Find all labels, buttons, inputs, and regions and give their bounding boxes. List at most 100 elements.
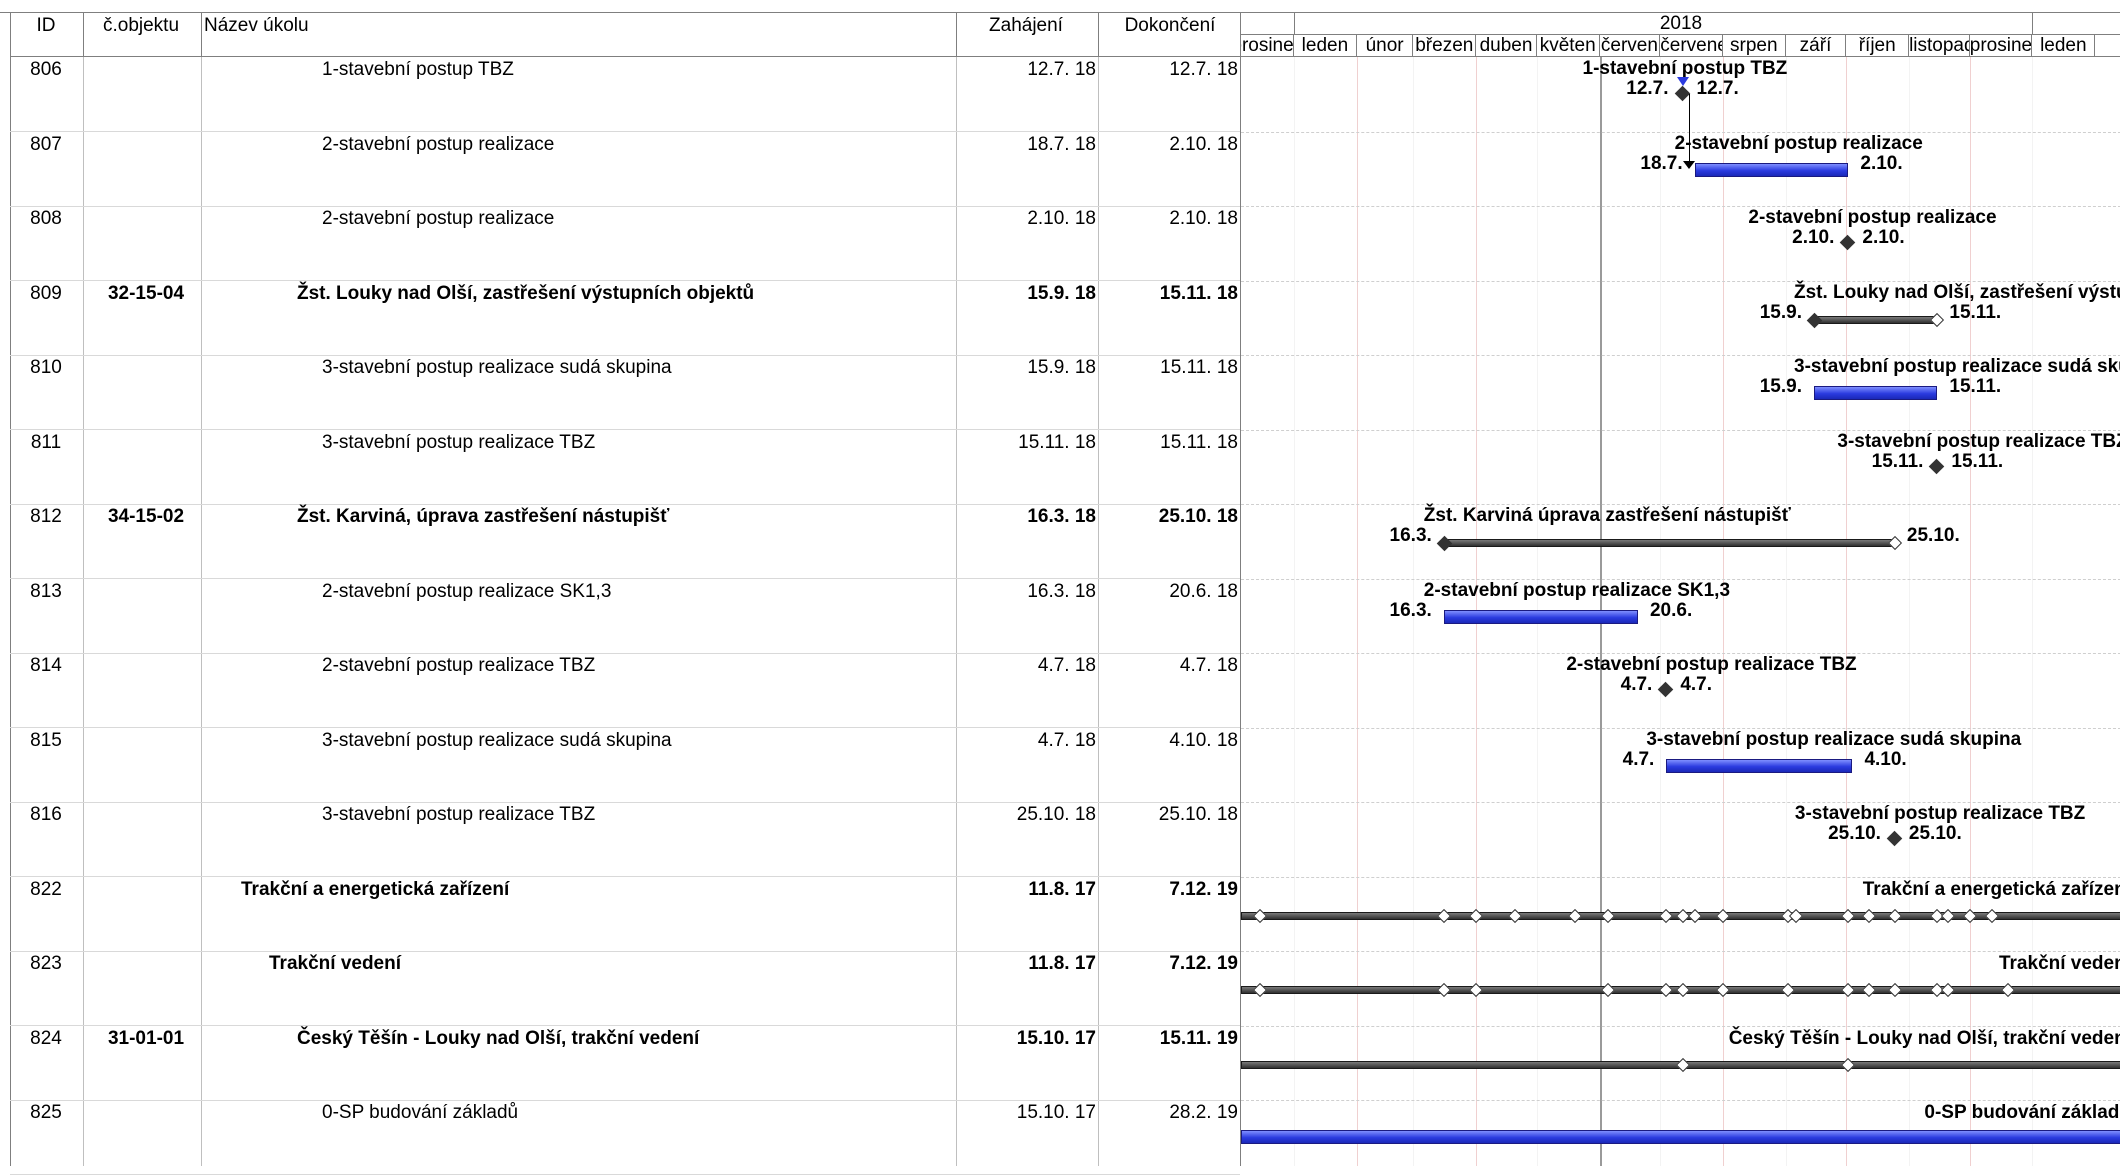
cell-task-name[interactable]: 0-SP budování základů [322,1102,519,1123]
gantt-row-divider [1241,429,2120,431]
cell-task-name[interactable]: Žst. Karviná, úprava zastřešení nástupiš… [297,506,670,527]
cell-finish[interactable]: 15.11. 18 [1160,357,1238,378]
cell-task-name[interactable]: 2-stavební postup realizace SK1,3 [322,580,612,602]
gantt-task-label: Žst. Karviná úprava zastřešení nástupišť [1423,505,1791,526]
cell-finish[interactable]: 12.7. 18 [1169,59,1238,80]
cell-object: 34-15-02 [107,506,185,527]
cell-start[interactable]: 11.8. 17 [1028,878,1096,900]
task-end-label: 4.10. [1864,748,1907,770]
table-row[interactable]: 809 32-15-04 Žst. Louky nad Olší, zastřeše… [10,281,1240,356]
cell-task-name[interactable]: Žst. Louky nad Olší, zastřešení výstupní… [297,282,755,304]
month-gridline [1722,57,1724,1166]
cell-task-name[interactable]: 2-stavební postup realizace TBZ [322,655,596,676]
column-header-name[interactable]: Název úkolu [204,15,309,36]
cell-finish[interactable]: 15.11. 18 [1159,282,1238,304]
cell-start[interactable]: 16.3. 18 [1027,580,1096,602]
cell-task-name[interactable]: 2-stavební postup realizace [322,133,555,155]
cell-finish[interactable]: 20.6. 18 [1169,580,1238,602]
cell-start[interactable]: 15.9. 18 [1027,357,1096,378]
cell-task-name[interactable]: 1-stavební postup TBZ [322,59,514,80]
table-row[interactable]: 813 2-stavební postup realizace SK1,3 16.3… [10,579,1240,654]
gantt-chart[interactable]: 2018 prosinecledenúnorbřezendubenkvětenč… [1240,13,2120,1166]
cell-task-name[interactable]: Český Těšín - Louky nad Olší, trakční ve… [297,1027,700,1049]
task-start-label: 16.3. [1389,599,1432,621]
summary-bar[interactable] [1443,539,1895,547]
task-bar[interactable] [1814,386,1938,400]
cell-start[interactable]: 15.11. 18 [1018,431,1096,453]
milestone-diamond[interactable] [1929,458,1945,474]
table-row[interactable]: 808 2-stavební postup realizace 2.10. 18 2.… [10,206,1240,281]
cell-finish[interactable]: 25.10. 18 [1158,506,1238,527]
cell-finish[interactable]: 7.12. 19 [1169,953,1238,974]
left-border [10,12,11,1166]
cell-id: 825 [30,1102,62,1123]
gantt-task-label: 3-stavební postup realizace TBZ [1837,430,2120,452]
task-end-label: 2.10. [1860,152,1903,174]
cell-start[interactable]: 15.10. 17 [1016,1027,1096,1049]
cell-start[interactable]: 2.10. 18 [1027,208,1096,229]
gantt-task-label: 0-SP budování základů [1924,1102,2120,1123]
cell-start[interactable]: 11.8. 17 [1028,953,1096,974]
cell-start[interactable]: 4.7. 18 [1037,655,1096,676]
column-header-id[interactable]: ID [36,15,56,36]
table-row[interactable]: 823 Trakční vedení 11.8. 17 7.12. 19 [10,951,1240,1026]
col-sep-object-body [201,57,202,1166]
cell-task-name[interactable]: 2-stavební postup realizace [322,208,555,229]
cell-finish[interactable]: 15.11. 18 [1160,431,1238,453]
cell-task-name[interactable]: 3-stavební postup realizace sudá skupina [322,357,672,378]
cell-finish[interactable]: 4.7. 18 [1179,655,1238,676]
cell-start[interactable]: 15.10. 17 [1016,1102,1096,1123]
table-row[interactable]: 812 34-15-02 Žst. Karviná, úprava zastřeše… [10,504,1240,579]
table-row[interactable]: 816 3-stavební postup realizace TBZ 25.10.… [10,802,1240,877]
table-row[interactable]: 822 Trakční a energetická zařízení 11.8. 1… [10,877,1240,952]
cell-start[interactable]: 16.3. 18 [1027,506,1096,527]
cell-task-name[interactable]: 3-stavební postup realizace TBZ [322,431,596,453]
cell-finish[interactable]: 25.10. 18 [1158,804,1238,825]
table-row[interactable]: 815 3-stavební postup realizace sudá skup… [10,728,1240,803]
milestone-diamond[interactable] [1674,85,1690,102]
col-sep-id[interactable] [83,13,84,57]
col-sep-object[interactable] [201,13,202,57]
timescale-month: březen [1413,35,1477,56]
timescale-month: prosinec [1241,35,1295,56]
cell-task-name[interactable]: Trakční a energetická zařízení [241,878,510,900]
task-bar[interactable] [1443,609,1638,624]
cell-finish[interactable]: 2.10. 18 [1169,208,1238,229]
cell-finish[interactable]: 15.11. 19 [1159,1027,1238,1049]
cell-start[interactable]: 15.9. 18 [1027,282,1096,304]
column-header-object[interactable]: č.objektu [102,15,180,36]
table-row[interactable]: 825 0-SP budování základů 15.10. 17 28.2. 1… [10,1100,1240,1175]
cell-finish[interactable]: 28.2. 19 [1169,1102,1238,1123]
milestone-diamond[interactable] [1886,830,1903,847]
gantt-row-divider [1241,1100,2120,1101]
col-sep-name[interactable] [956,13,957,57]
cell-task-name[interactable]: 3-stavební postup realizace sudá skupina [322,729,672,751]
cell-finish[interactable]: 4.10. 18 [1169,729,1238,751]
summary-bar[interactable] [1814,315,1938,324]
dependency-line [1688,94,1690,163]
column-header-finish[interactable]: Dokončení [1124,15,1216,36]
cell-finish[interactable]: 2.10. 18 [1169,133,1238,155]
cell-start[interactable]: 4.7. 18 [1037,729,1096,751]
month-gridline [1909,57,1911,1166]
table-row[interactable]: 806 1-stavební postup TBZ 12.7. 18 12.7. 18 [10,57,1240,132]
cell-start[interactable]: 25.10. 18 [1016,804,1096,825]
table-row[interactable]: 807 2-stavební postup realizace 18.7. 18 2.… [10,132,1240,207]
cell-start[interactable]: 18.7. 18 [1027,133,1096,155]
table-row[interactable]: 814 2-stavební postup realizace TBZ 4.7. 1… [10,653,1240,728]
column-header-start[interactable]: Zahájení [989,15,1063,36]
timescale-month: prosinec [1969,35,2033,56]
cell-start[interactable]: 12.7. 18 [1027,59,1096,80]
col-sep-start[interactable] [1098,13,1099,57]
task-bar[interactable] [1666,758,1853,773]
table-row[interactable]: 824 31-01-01 Český Těšín - Louky nad Olší,… [10,1026,1240,1101]
cell-id: 809 [30,282,62,304]
task-bar[interactable] [1241,1130,2120,1144]
cell-task-name[interactable]: 3-stavební postup realizace TBZ [322,804,596,825]
cell-task-name[interactable]: Trakční vedení [269,953,402,974]
task-bar[interactable] [1694,162,1849,177]
milestone-diamond[interactable] [1840,234,1856,251]
table-row[interactable]: 810 3-stavební postup realizace sudá skup… [10,355,1240,430]
table-row[interactable]: 811 3-stavební postup realizace TBZ 15.11.… [10,430,1240,505]
cell-finish[interactable]: 7.12. 19 [1169,878,1238,900]
